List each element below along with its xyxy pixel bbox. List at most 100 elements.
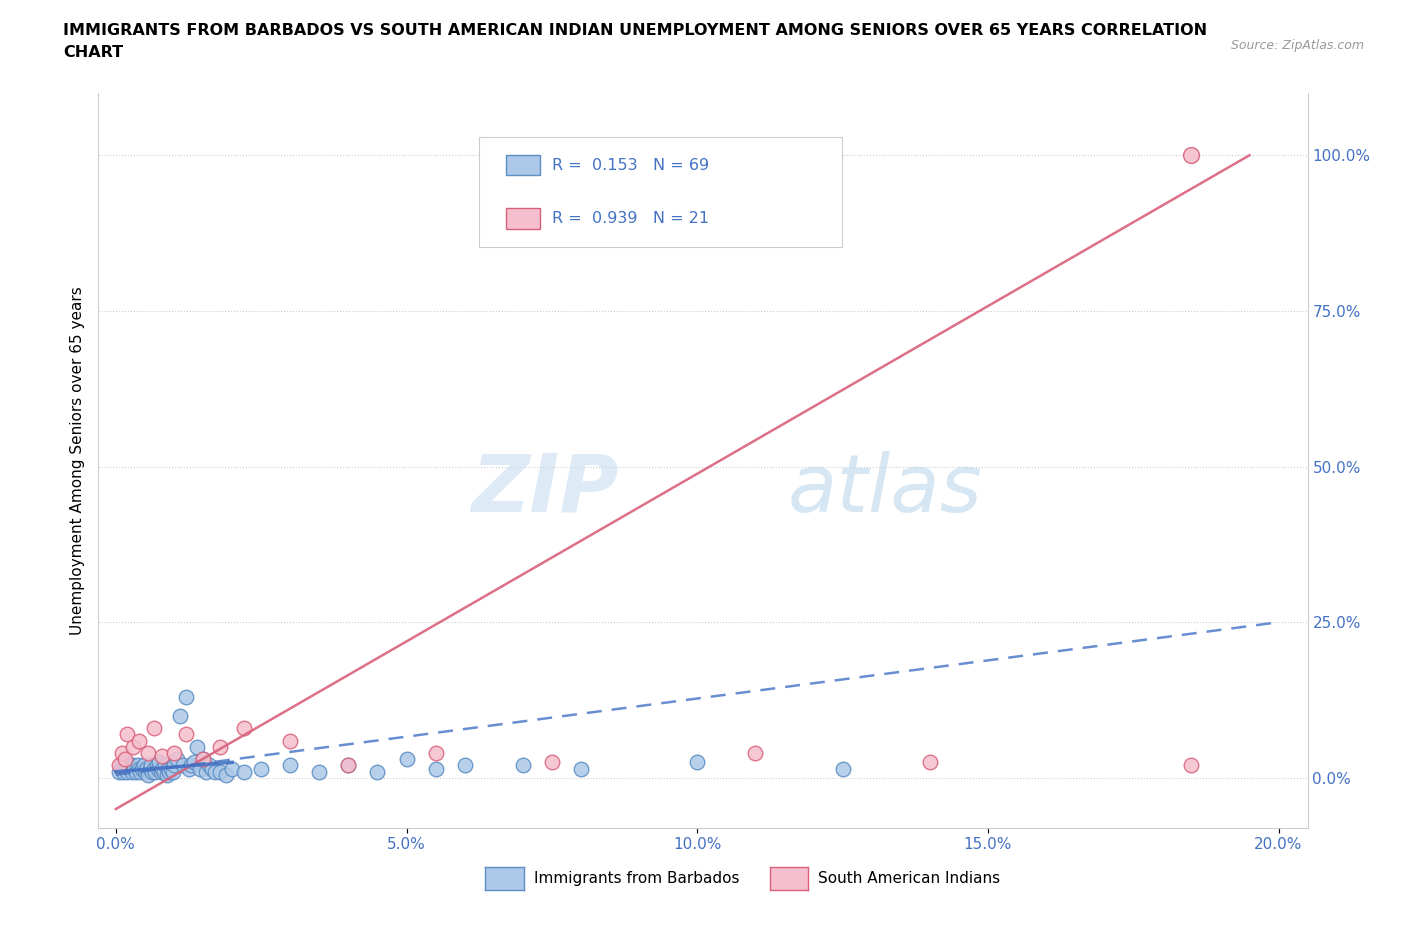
Point — [163, 758, 186, 773]
Text: South American Indians: South American Indians — [818, 870, 1000, 886]
Point — [744, 746, 766, 761]
Point — [156, 767, 179, 782]
Point — [308, 764, 330, 779]
Point — [209, 739, 232, 754]
Point — [132, 758, 155, 773]
Point — [122, 758, 145, 773]
Point — [186, 739, 208, 754]
Point — [191, 751, 214, 766]
Point — [111, 746, 134, 761]
Point — [278, 733, 301, 748]
Point — [569, 761, 592, 776]
Point — [118, 758, 141, 773]
Point — [155, 758, 177, 773]
Point — [136, 767, 159, 782]
Point — [122, 739, 145, 754]
Point — [117, 764, 139, 779]
Point — [172, 758, 194, 773]
Point — [191, 751, 214, 766]
Point — [194, 764, 217, 779]
Point — [114, 755, 136, 770]
Point — [215, 767, 238, 782]
Point — [139, 758, 162, 773]
FancyBboxPatch shape — [479, 137, 842, 247]
Text: R =  0.153   N = 69: R = 0.153 N = 69 — [551, 157, 709, 172]
Point — [188, 761, 211, 776]
Point — [337, 758, 360, 773]
Point — [129, 764, 152, 779]
Text: ZIP: ZIP — [471, 451, 619, 529]
Point — [174, 689, 197, 704]
Point — [425, 746, 447, 761]
Point — [232, 764, 254, 779]
Point — [160, 761, 183, 776]
Text: Immigrants from Barbados: Immigrants from Barbados — [534, 870, 740, 886]
Point — [134, 764, 156, 779]
Point — [111, 761, 134, 776]
Point — [145, 764, 167, 779]
Point — [198, 758, 221, 773]
Point — [110, 758, 132, 773]
Point — [425, 761, 447, 776]
Point — [163, 746, 186, 761]
Point — [124, 761, 146, 776]
Point — [107, 764, 129, 779]
Point — [337, 758, 360, 773]
Point — [128, 733, 150, 748]
Point — [150, 749, 173, 764]
Point — [128, 761, 150, 776]
Text: Source: ZipAtlas.com: Source: ZipAtlas.com — [1230, 39, 1364, 52]
Point — [686, 755, 709, 770]
Point — [453, 758, 475, 773]
Point — [395, 751, 418, 766]
Point — [209, 764, 232, 779]
Point — [117, 727, 139, 742]
Point — [127, 758, 149, 773]
Point — [157, 764, 180, 779]
Point — [169, 708, 191, 723]
Point — [141, 764, 163, 779]
Point — [120, 761, 142, 776]
Text: IMMIGRANTS FROM BARBADOS VS SOUTH AMERICAN INDIAN UNEMPLOYMENT AMONG SENIORS OVE: IMMIGRANTS FROM BARBADOS VS SOUTH AMERIC… — [63, 23, 1208, 38]
Point — [145, 758, 167, 773]
Point — [146, 761, 169, 776]
Y-axis label: Unemployment Among Seniors over 65 years: Unemployment Among Seniors over 65 years — [69, 286, 84, 634]
Point — [150, 761, 173, 776]
Point — [162, 764, 184, 779]
Point — [177, 761, 200, 776]
Point — [125, 764, 148, 779]
Point — [512, 758, 534, 773]
Point — [250, 761, 273, 776]
Point — [1180, 148, 1202, 163]
Point — [114, 751, 136, 766]
Point — [166, 751, 188, 766]
Text: CHART: CHART — [63, 45, 124, 60]
Point — [142, 721, 165, 736]
Point — [174, 727, 197, 742]
Point — [121, 764, 143, 779]
Point — [201, 761, 224, 776]
Point — [135, 761, 157, 776]
Point — [221, 761, 243, 776]
Point — [115, 761, 138, 776]
Point — [136, 746, 159, 761]
Point — [150, 764, 173, 779]
FancyBboxPatch shape — [506, 208, 540, 229]
Text: atlas: atlas — [787, 451, 983, 529]
Point — [831, 761, 853, 776]
Point — [148, 755, 170, 770]
Text: R =  0.939   N = 21: R = 0.939 N = 21 — [551, 211, 709, 226]
Point — [278, 758, 301, 773]
Point — [918, 755, 941, 770]
Point — [366, 764, 388, 779]
Point — [232, 721, 254, 736]
Point — [1180, 758, 1202, 773]
FancyBboxPatch shape — [506, 154, 540, 175]
Point — [204, 764, 226, 779]
Point — [157, 761, 180, 776]
Point — [180, 758, 202, 773]
Point — [131, 761, 153, 776]
Point — [142, 761, 165, 776]
Point — [183, 755, 205, 770]
Point — [138, 761, 160, 776]
